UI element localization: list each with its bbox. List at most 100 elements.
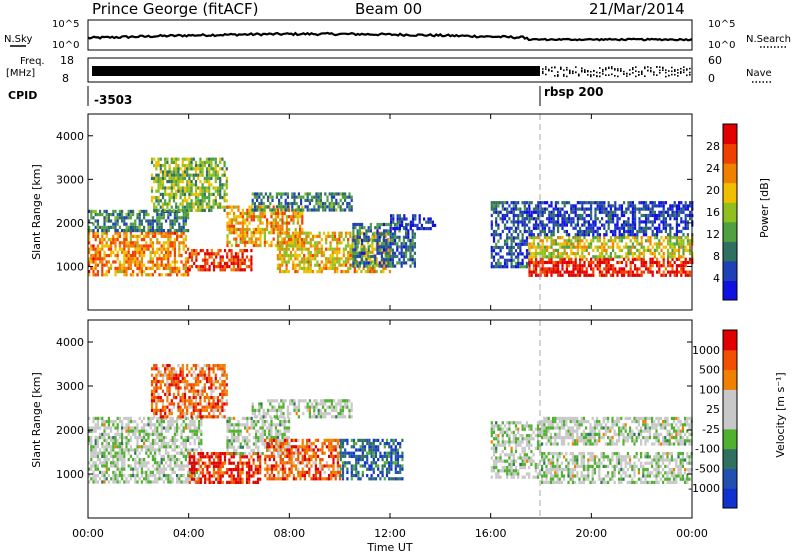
- heatmap-cell: [642, 201, 645, 205]
- heatmap-cell: [629, 201, 632, 205]
- heatmap-cell: [88, 273, 91, 277]
- heatmap-cell: [246, 224, 249, 228]
- heatmap-cell: [576, 217, 579, 221]
- heatmap-cell: [107, 266, 110, 270]
- nave-dot: [578, 73, 580, 76]
- heatmap-cell: [159, 412, 162, 416]
- heatmap-cell: [601, 273, 604, 277]
- heatmap-cell: [286, 192, 289, 196]
- heatmap-cell: [349, 250, 352, 254]
- heatmap-cell: [271, 208, 274, 212]
- heatmap-cell: [155, 412, 158, 416]
- heatmap-cell: [673, 255, 676, 259]
- heatmap-cell: [171, 423, 174, 427]
- heatmap-cell: [127, 426, 130, 430]
- heatmap-cell: [105, 213, 108, 217]
- heatmap-cell: [550, 236, 553, 240]
- heatmap-cell: [198, 445, 201, 449]
- heatmap-cell: [601, 242, 604, 246]
- heatmap-cell: [620, 239, 623, 243]
- heatmap-cell: [129, 477, 132, 481]
- heatmap-cell: [118, 451, 121, 455]
- heatmap-cell: [585, 248, 588, 252]
- heatmap-cell: [609, 229, 612, 234]
- heatmap-cell: [167, 213, 170, 217]
- heatmap-cell: [609, 257, 612, 261]
- heatmap-cell: [525, 236, 529, 240]
- heatmap-cell: [197, 376, 200, 380]
- heatmap-cell: [594, 223, 597, 227]
- heatmap-cell: [367, 261, 370, 265]
- heatmap-cell: [171, 454, 174, 458]
- heatmap-cell: [178, 229, 181, 233]
- heatmap-cell: [116, 270, 119, 274]
- heatmap-cell: [331, 254, 334, 258]
- nave-dot: [611, 66, 613, 68]
- heatmap-cell: [287, 260, 290, 264]
- heatmap-cell: [583, 217, 586, 221]
- heatmap-cell: [166, 186, 169, 190]
- heatmap-cell: [592, 248, 595, 252]
- nave-dot: [587, 74, 589, 76]
- heatmap-cell: [568, 236, 571, 240]
- heatmap-cell: [125, 254, 128, 258]
- heatmap-cell: [519, 229, 522, 234]
- heatmap-cell: [239, 234, 242, 238]
- heatmap-cell: [216, 176, 220, 180]
- y-tick-label: 2000: [56, 217, 84, 230]
- heatmap-cell: [198, 438, 201, 442]
- heatmap-cell: [94, 436, 97, 440]
- heatmap-cell: [116, 231, 119, 235]
- heatmap-cell: [572, 236, 575, 240]
- heatmap-cell: [612, 204, 615, 208]
- heatmap-cell: [594, 213, 597, 218]
- heatmap-cell: [221, 173, 224, 177]
- heatmap-cell: [140, 436, 143, 440]
- heatmap-cell: [525, 252, 529, 256]
- heatmap-cell: [297, 192, 300, 196]
- heatmap-cell: [123, 260, 126, 264]
- heatmap-cell: [173, 231, 176, 235]
- heatmap-cell: [349, 231, 352, 235]
- heatmap-cell: [233, 215, 236, 219]
- heatmap-cell: [268, 231, 271, 235]
- heatmap-cell: [662, 226, 665, 230]
- heatmap-cell: [241, 237, 244, 241]
- heatmap-cell: [215, 265, 218, 269]
- heatmap-cell: [517, 223, 520, 227]
- heatmap-cell: [684, 220, 687, 224]
- heatmap-cell: [319, 192, 322, 196]
- heatmap-cell: [427, 220, 430, 224]
- heatmap-cell: [383, 235, 386, 239]
- heatmap-cell: [160, 234, 163, 238]
- heatmap-cell: [114, 241, 117, 245]
- heatmap-cell: [197, 415, 200, 419]
- heatmap-cell: [197, 164, 200, 168]
- heatmap-cell: [167, 260, 170, 264]
- heatmap-cell: [181, 157, 184, 161]
- heatmap-cell: [94, 454, 97, 458]
- heatmap-cell: [164, 176, 167, 180]
- heatmap-cell: [596, 239, 599, 243]
- heatmap-cell: [269, 192, 272, 196]
- heatmap-cell: [389, 232, 392, 236]
- heatmap-cell: [499, 245, 502, 250]
- heatmap-cell: [270, 215, 273, 219]
- heatmap-cell: [186, 202, 189, 206]
- heatmap-cell: [107, 420, 110, 424]
- heatmap-cell: [548, 229, 551, 234]
- nave-dot: [662, 69, 664, 71]
- heatmap-cell: [678, 239, 681, 243]
- heatmap-cell: [294, 250, 297, 254]
- heatmap-cell: [363, 264, 366, 268]
- heatmap-cell: [184, 234, 187, 238]
- heatmap-cell: [306, 198, 309, 202]
- heatmap-cell: [594, 255, 597, 259]
- heatmap-cell: [503, 213, 507, 218]
- heatmap-cell: [495, 252, 498, 256]
- heatmap-cell: [114, 222, 117, 226]
- heatmap-cell: [431, 223, 434, 227]
- heatmap-cell: [517, 213, 520, 218]
- heatmap-cell: [495, 245, 498, 250]
- heatmap-cell: [169, 458, 172, 462]
